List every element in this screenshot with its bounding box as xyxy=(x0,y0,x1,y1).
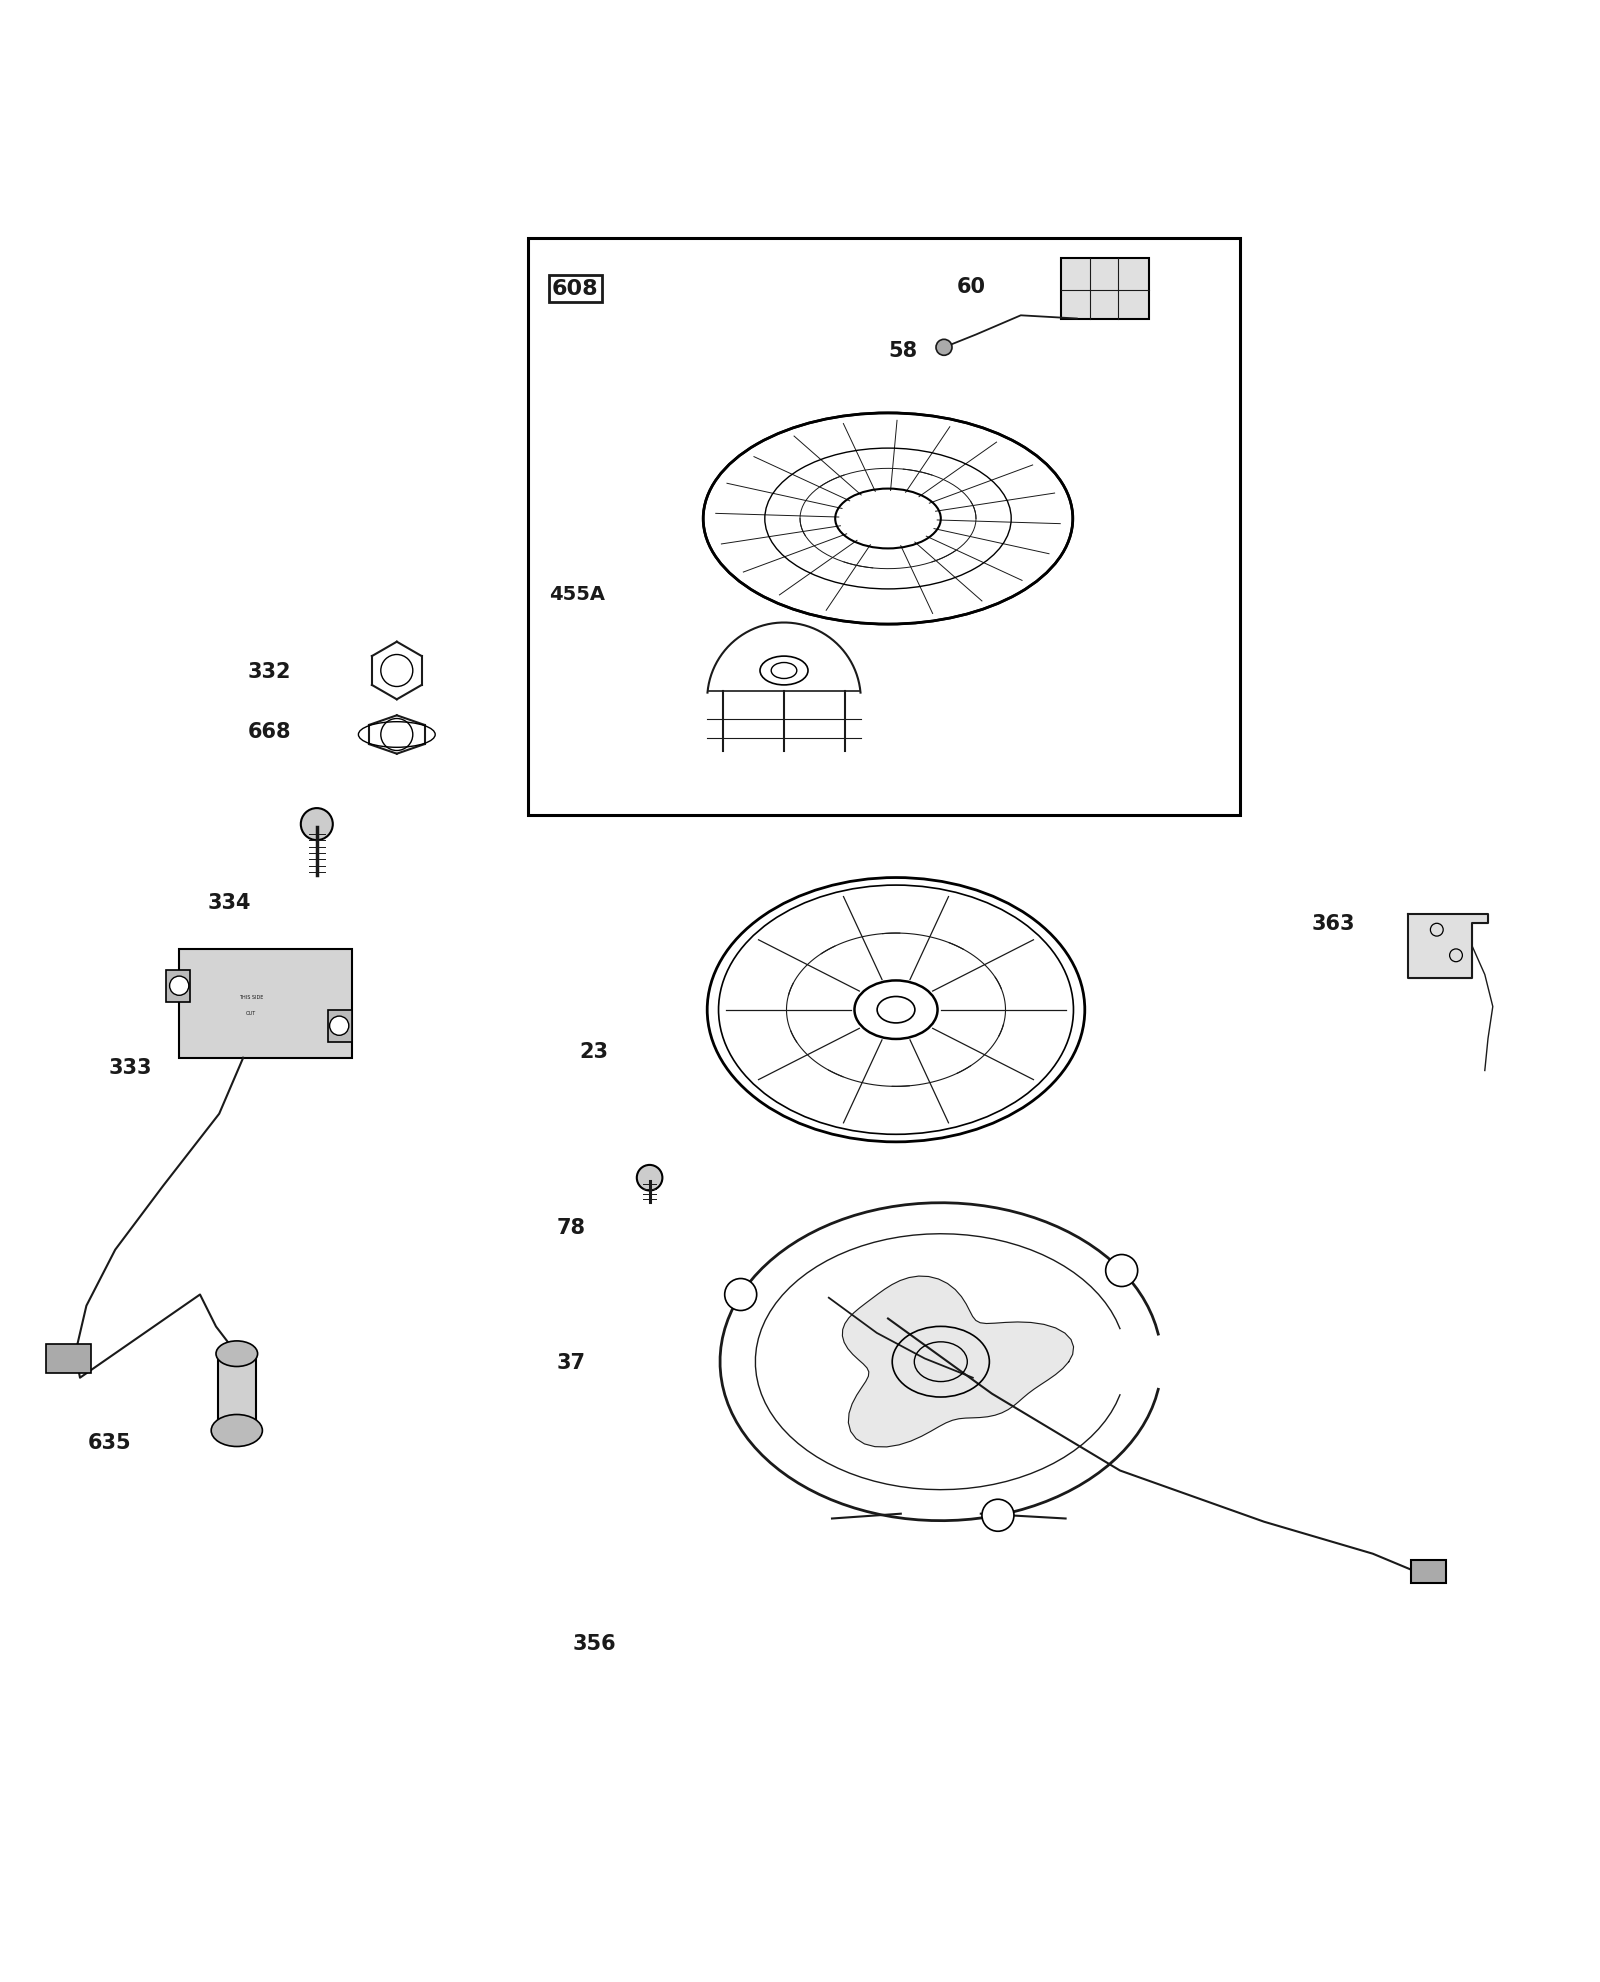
Text: 78: 78 xyxy=(557,1217,586,1237)
Text: 333: 333 xyxy=(109,1058,152,1078)
Bar xyxy=(528,240,1240,815)
Bar xyxy=(1061,258,1149,319)
Text: 668: 668 xyxy=(248,721,291,741)
Circle shape xyxy=(982,1500,1014,1532)
Bar xyxy=(166,971,190,1003)
Circle shape xyxy=(330,1017,349,1037)
Text: 608: 608 xyxy=(552,279,598,299)
Polygon shape xyxy=(843,1276,1074,1447)
Polygon shape xyxy=(720,1203,1158,1520)
Circle shape xyxy=(170,977,189,995)
Bar xyxy=(46,1344,91,1374)
Text: 58: 58 xyxy=(888,341,917,361)
Ellipse shape xyxy=(216,1342,258,1368)
Bar xyxy=(328,1011,352,1043)
Text: 332: 332 xyxy=(248,662,291,682)
Text: 635: 635 xyxy=(88,1431,131,1453)
Circle shape xyxy=(725,1278,757,1310)
Circle shape xyxy=(301,809,333,840)
Circle shape xyxy=(936,341,952,357)
Text: 363: 363 xyxy=(1312,914,1355,934)
Text: OUT: OUT xyxy=(246,1011,256,1017)
Text: 334: 334 xyxy=(208,894,251,914)
Ellipse shape xyxy=(707,878,1085,1142)
Ellipse shape xyxy=(211,1415,262,1447)
Text: 60: 60 xyxy=(957,277,986,297)
Bar xyxy=(218,1354,256,1431)
Text: 455A: 455A xyxy=(549,585,605,605)
Text: 37: 37 xyxy=(557,1352,586,1372)
Circle shape xyxy=(637,1165,662,1191)
Polygon shape xyxy=(1408,914,1488,979)
Bar xyxy=(179,949,352,1058)
Text: 23: 23 xyxy=(579,1043,608,1062)
Circle shape xyxy=(1106,1255,1138,1286)
Ellipse shape xyxy=(702,414,1074,624)
Text: 356: 356 xyxy=(573,1633,616,1653)
Text: THIS SIDE: THIS SIDE xyxy=(238,995,264,999)
Bar xyxy=(1411,1560,1446,1584)
